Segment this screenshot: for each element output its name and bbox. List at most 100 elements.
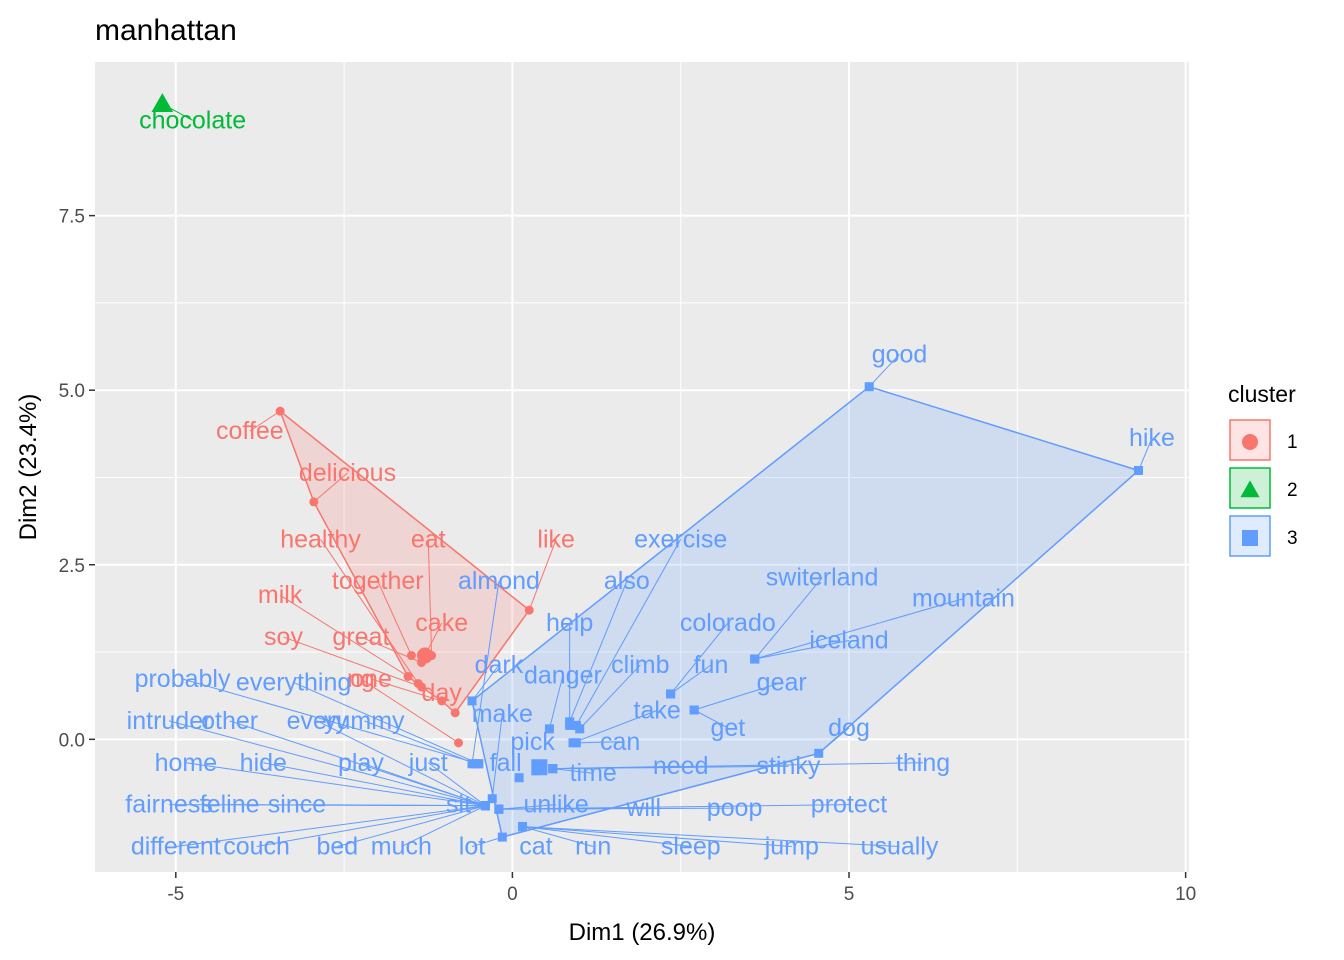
legend-label-1: 1	[1287, 432, 1298, 453]
point-label-iceland: iceland	[809, 627, 888, 655]
label-segment	[263, 762, 486, 807]
legend-symbol-2	[1240, 480, 1260, 498]
label-segment	[694, 681, 782, 711]
point-label-climb: climb	[611, 651, 669, 679]
cluster-centers	[416, 647, 548, 776]
label-segment	[498, 804, 850, 810]
y-axis-title: Dim2 (23.4%)	[15, 394, 42, 541]
point-together	[406, 651, 416, 661]
label-segment	[754, 640, 850, 660]
label-segment	[498, 804, 557, 810]
label-segment	[569, 581, 628, 723]
point-label-run: run	[575, 833, 611, 861]
cluster-center-1	[416, 647, 433, 664]
point-label-good: good	[872, 340, 928, 368]
point-chocolate	[151, 93, 174, 112]
cluster-hulls	[278, 385, 1141, 839]
point-label-danger: danger	[524, 661, 602, 689]
point-label-thing: thing	[896, 749, 950, 777]
point-coffee	[275, 406, 285, 416]
point-get	[689, 705, 699, 715]
cluster-hull-3	[471, 385, 1141, 839]
label-segment	[548, 675, 564, 729]
point-label-dark: dark	[475, 651, 524, 679]
label-segment	[754, 577, 823, 660]
point-like	[524, 605, 534, 615]
label-segment	[256, 805, 486, 848]
label-segment	[229, 720, 486, 807]
point-one	[437, 696, 447, 706]
point-label-poop: poop	[707, 794, 763, 822]
point-label-fall: fall	[490, 749, 522, 777]
point-label-fairness: fairness	[125, 791, 213, 819]
point-label-coffee: coffee	[216, 417, 284, 445]
point-label-hike: hike	[1129, 424, 1175, 452]
point-label-every: every	[287, 707, 349, 735]
point-lot	[497, 832, 507, 842]
point-label-just: just	[408, 749, 448, 777]
point-label-couch: couch	[223, 833, 290, 861]
chart-title: manhattan	[95, 14, 237, 47]
point-label-can: can	[600, 728, 640, 756]
point-label-together: together	[332, 567, 424, 595]
y-tick-label: 7.5	[59, 207, 85, 228]
point-label-colorado: colorado	[680, 609, 776, 637]
label-segment	[576, 741, 621, 744]
point-delicious	[309, 497, 319, 507]
label-segment	[579, 664, 641, 730]
label-segment	[313, 472, 348, 503]
label-segment	[522, 826, 691, 848]
point-soy	[417, 682, 427, 692]
label-segment	[670, 664, 712, 695]
point-label-much: much	[371, 833, 432, 861]
point-label-time: time	[570, 759, 617, 787]
label-segment	[528, 539, 557, 611]
label-segment	[522, 826, 594, 848]
point-label-chocolate: chocolate	[139, 106, 246, 134]
label-segments	[162, 103, 1153, 848]
point-labels: chocolate coffee delicious healthy eat like to…	[125, 106, 1175, 860]
label-segment	[364, 720, 476, 765]
label-segment	[522, 826, 900, 848]
point-label-lot: lot	[459, 833, 485, 861]
label-segment	[316, 720, 486, 807]
point-label-sleep: sleep	[661, 833, 721, 861]
point-dark	[467, 696, 477, 706]
label-segment	[175, 805, 486, 848]
label-segment	[185, 762, 486, 807]
y-tick-label: 0.0	[59, 730, 85, 751]
point-label-will: will	[625, 794, 661, 822]
label-segment	[552, 768, 594, 774]
legend-title: cluster	[1228, 381, 1296, 407]
point-label-usually: usually	[861, 833, 939, 861]
point-label-other: other	[201, 707, 258, 735]
point-label-exercise: exercise	[634, 525, 727, 553]
point-day	[450, 708, 460, 718]
label-segment	[670, 622, 729, 695]
point-usually	[518, 822, 528, 832]
point-label-dog: dog	[828, 714, 870, 742]
y-tick-label: 2.5	[59, 556, 85, 577]
label-segment	[471, 836, 503, 848]
x-axis-title: Dim1 (26.9%)	[569, 919, 716, 946]
label-segment	[491, 713, 503, 799]
legend-symbol-3	[1242, 530, 1258, 546]
label-segment	[360, 762, 486, 807]
legend-label-3: 3	[1287, 528, 1298, 549]
x-tick-label: 5	[844, 884, 855, 905]
label-segment	[279, 594, 409, 677]
point-help	[565, 720, 575, 730]
point-label-healthy: healthy	[280, 525, 361, 553]
point-label-day: day	[422, 679, 463, 707]
label-segment	[370, 678, 442, 702]
point-can	[571, 738, 581, 748]
label-segment	[471, 664, 500, 702]
point-label-unlike: unlike	[523, 791, 588, 819]
y-axis-ticks: 0.0 2.5 5.0 7.5	[59, 207, 95, 751]
point-label-need: need	[653, 752, 709, 780]
point-climb	[575, 724, 585, 734]
point-thing	[548, 764, 558, 774]
label-segment	[377, 580, 412, 656]
point-label-bed: bed	[317, 833, 359, 861]
label-segment	[575, 539, 682, 726]
